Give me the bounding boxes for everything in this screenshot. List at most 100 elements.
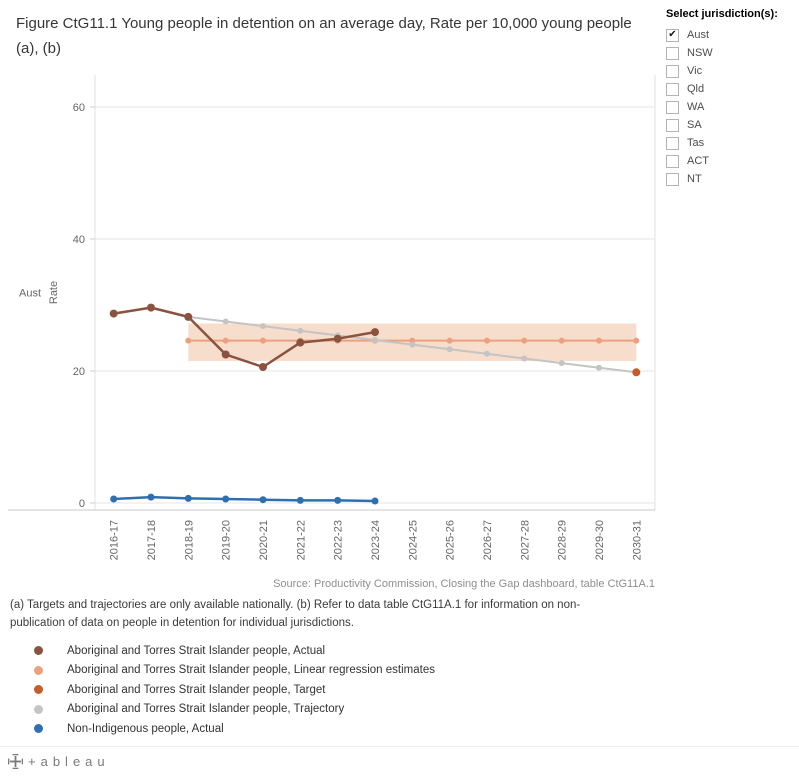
gridlines (8, 75, 656, 511)
jurisdiction-option-tas[interactable]: Tas (666, 134, 798, 152)
jurisdiction-label: Vic (687, 65, 703, 77)
legend-item[interactable]: Aboriginal and Torres Strait Islander pe… (28, 661, 435, 681)
data-point[interactable] (632, 368, 641, 377)
x-tick-label: 2030-31 (631, 520, 643, 560)
data-point[interactable] (596, 337, 602, 344)
jurisdiction-label: Aust (687, 29, 710, 41)
detention-rate-chart: 0 20 40 60 Aust Rate 2016-17 2017-18 2018-19 2019… (8, 75, 656, 560)
x-tick-label: 2021-22 (295, 520, 307, 560)
jurisdiction-option-vic[interactable]: Vic (666, 62, 798, 80)
legend-item[interactable]: Aboriginal and Torres Strait Islander pe… (28, 700, 435, 720)
y-axis: 0 20 40 60 Aust Rate (19, 102, 95, 510)
data-point[interactable] (147, 303, 155, 312)
jurisdiction-label: NT (687, 173, 702, 185)
data-point[interactable] (221, 350, 230, 359)
jurisdiction-options: ✔ Aust NSW Vic Qld WA SA Tas ACT NT (666, 26, 798, 188)
tableau-footer: +ableau (0, 746, 799, 776)
legend-dot-icon (34, 665, 43, 675)
x-tick-label: 2017-18 (146, 520, 158, 560)
jurisdiction-option-act[interactable]: ACT (666, 152, 798, 170)
jurisdiction-option-wa[interactable]: WA (666, 98, 798, 116)
data-point[interactable] (521, 355, 528, 362)
series-indigenous-target (632, 368, 641, 377)
jurisdiction-label: WA (687, 101, 705, 113)
jurisdiction-label: SA (687, 119, 702, 131)
data-point[interactable] (222, 337, 229, 344)
y-tick-label: 20 (73, 366, 85, 378)
checkbox-unchecked-icon[interactable] (666, 172, 679, 186)
data-point[interactable] (259, 496, 267, 504)
data-point[interactable] (184, 494, 192, 502)
data-point[interactable] (558, 337, 565, 344)
series-non-indigenous-actual (110, 493, 379, 505)
data-point[interactable] (596, 364, 602, 371)
tableau-logo-icon[interactable] (8, 754, 23, 769)
jurisdiction-option-sa[interactable]: SA (666, 116, 798, 134)
data-point[interactable] (446, 346, 453, 353)
checkbox-unchecked-icon[interactable] (666, 82, 679, 96)
data-point[interactable] (334, 496, 342, 504)
data-point[interactable] (297, 327, 304, 334)
legend-dot-icon (34, 704, 43, 714)
legend: Aboriginal and Torres Strait Islander pe… (28, 641, 435, 739)
data-point[interactable] (333, 334, 342, 343)
data-point[interactable] (484, 350, 490, 357)
legend-label: Non-Indigenous people, Actual (67, 722, 224, 735)
jurisdiction-option-nsw[interactable]: NSW (666, 44, 798, 62)
series-indigenous-actual (109, 303, 379, 371)
jurisdiction-label: NSW (687, 47, 713, 59)
checkbox-unchecked-icon[interactable] (666, 136, 679, 150)
data-point[interactable] (521, 337, 528, 344)
y-tick-label: 60 (73, 102, 85, 114)
data-point[interactable] (109, 309, 118, 318)
data-point[interactable] (558, 360, 565, 367)
data-point[interactable] (222, 318, 229, 325)
legend-item[interactable]: Non-Indigenous people, Actual (28, 719, 435, 739)
footnote: (a) Targets and trajectories are only av… (10, 599, 581, 629)
jurisdiction-label: Qld (687, 83, 705, 95)
x-tick-label: 2027-28 (519, 520, 531, 560)
data-point[interactable] (484, 337, 490, 344)
row-label: Aust (19, 288, 41, 300)
filter-title: Select jurisdiction(s): (666, 8, 778, 20)
legend-item[interactable]: Aboriginal and Torres Strait Islander pe… (28, 641, 435, 661)
data-point[interactable] (260, 323, 266, 330)
chart-title: Figure CtG11.1 Young people in detention… (16, 15, 632, 57)
x-tick-label: 2025-26 (445, 520, 457, 560)
jurisdiction-option-qld[interactable]: Qld (666, 80, 798, 98)
data-point[interactable] (110, 495, 118, 503)
data-point[interactable] (296, 338, 305, 347)
data-point[interactable] (296, 496, 304, 504)
data-point[interactable] (222, 495, 230, 503)
data-point[interactable] (446, 337, 453, 344)
data-point[interactable] (147, 493, 155, 501)
x-tick-label: 2019-20 (221, 520, 233, 560)
data-point[interactable] (185, 337, 192, 344)
data-point[interactable] (371, 497, 379, 505)
checkbox-checked-icon[interactable]: ✔ (666, 28, 679, 42)
data-point[interactable] (633, 337, 640, 344)
legend-dot-icon (34, 724, 43, 734)
legend-dot-icon (34, 646, 43, 656)
data-point[interactable] (409, 341, 416, 348)
data-point[interactable] (371, 328, 379, 337)
data-point[interactable] (184, 312, 193, 321)
checkbox-unchecked-icon[interactable] (666, 118, 679, 132)
checkbox-unchecked-icon[interactable] (666, 100, 679, 114)
checkbox-unchecked-icon[interactable] (666, 64, 679, 78)
checkbox-unchecked-icon[interactable] (666, 154, 679, 168)
x-tick-label: 2024-25 (407, 520, 419, 560)
jurisdiction-label: ACT (687, 155, 709, 167)
tableau-logo-text[interactable]: +ableau (28, 754, 110, 769)
data-point[interactable] (260, 337, 266, 344)
x-tick-label: 2026-27 (482, 520, 494, 560)
data-point[interactable] (259, 363, 267, 371)
jurisdiction-option-nt[interactable]: NT (666, 170, 798, 188)
checkbox-unchecked-icon[interactable] (666, 46, 679, 60)
x-tick-label: 2029-30 (594, 520, 606, 560)
data-point[interactable] (372, 337, 378, 343)
jurisdiction-option-aust[interactable]: ✔ Aust (666, 26, 798, 44)
legend-label: Aboriginal and Torres Strait Islander pe… (67, 683, 326, 696)
legend-item[interactable]: Aboriginal and Torres Strait Islander pe… (28, 680, 435, 700)
y-axis-title: Rate (48, 281, 60, 304)
